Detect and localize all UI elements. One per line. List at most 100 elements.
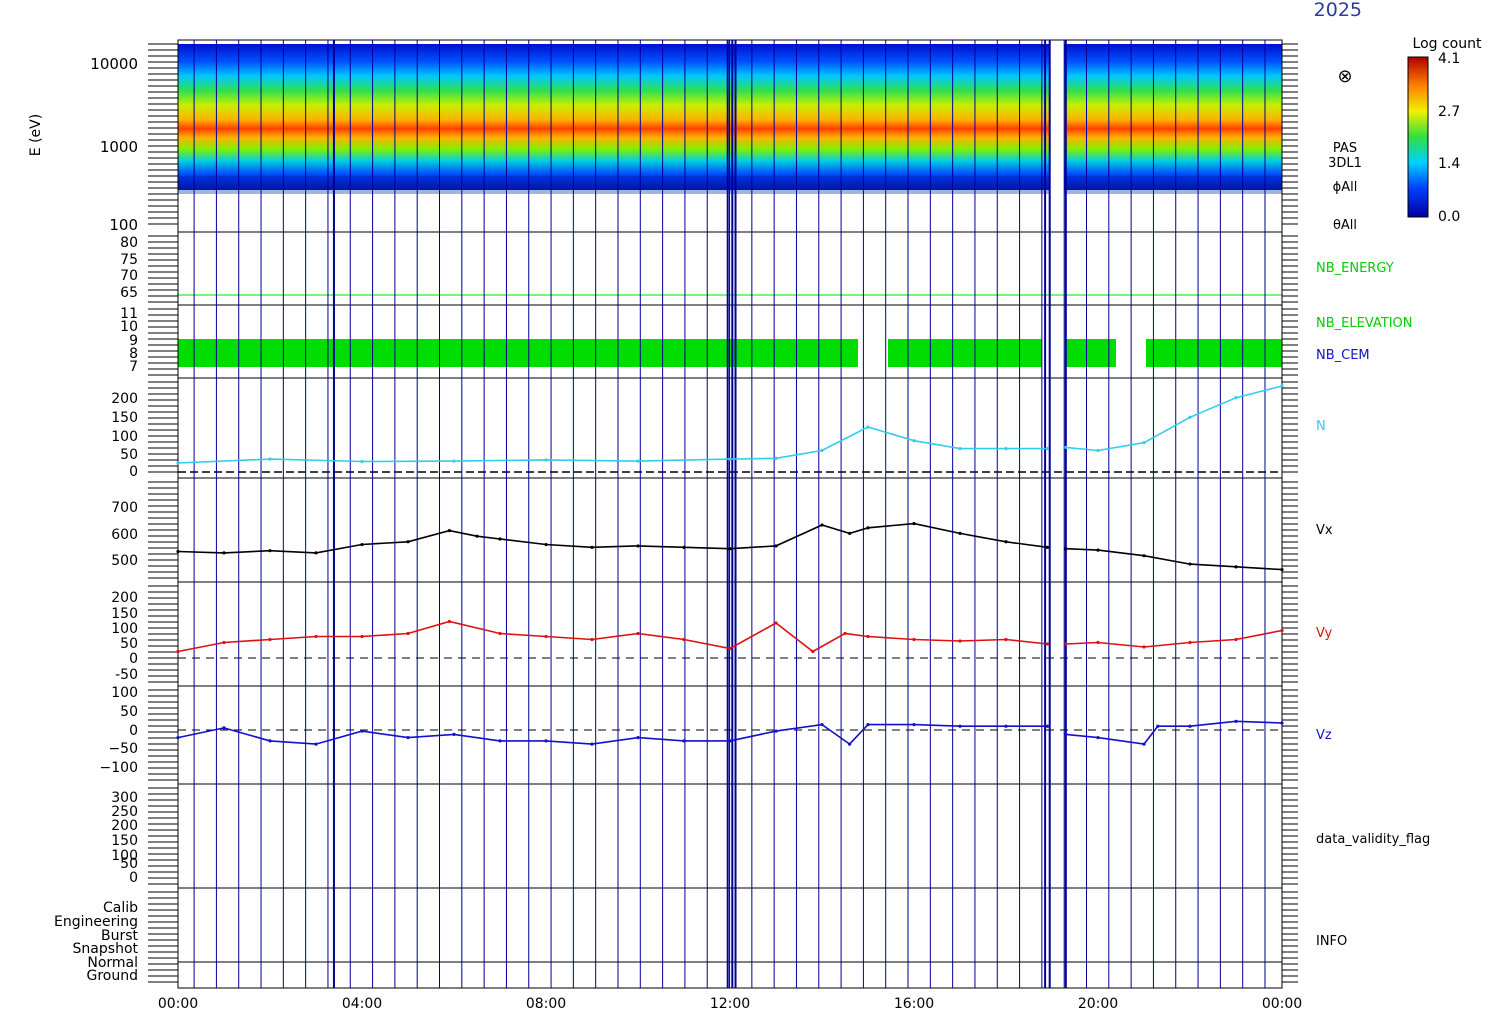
series-layer [176,384,1284,746]
series-point-vz [452,732,456,736]
series-line-n [177,426,1048,464]
colorbar-title: Log count [1413,36,1482,52]
vx-tick-500: 500 [111,553,138,569]
series-point-vz [176,736,180,740]
series-point-vz [1004,724,1008,728]
series-point-n [544,458,548,462]
series-line-vy [1065,629,1283,648]
vz-tick-m50: −50 [108,741,138,757]
series-point-vz [1142,742,1146,746]
series-point-vy [636,631,640,636]
colorbar-scale [1407,56,1429,218]
series-point-n [636,459,640,463]
series-point-vy [176,649,180,654]
series-point-vz [1064,732,1068,736]
series-point-vz [314,742,318,746]
spectrogram-tick-10000: 10000 [90,55,138,73]
series-point-vx [360,542,364,547]
series-point-vx [1188,562,1192,566]
info-tick-calib: Calib [103,900,138,916]
series-point-vy [406,631,410,636]
series-point-vx [590,545,594,549]
series-point-vx [406,540,410,544]
series-point-vx [636,544,640,548]
density-tick-100: 100 [111,429,138,445]
validity-tick-50: 50 [120,856,138,872]
density-tick-200: 200 [111,391,138,407]
nb-band-2 [888,339,1042,367]
vz-label: Vz [1316,728,1332,743]
vz-tick-m100: −100 [100,760,138,776]
series-point-vx [1234,565,1238,569]
nb-energy-tick-70: 70 [120,268,138,284]
series-point-n [1280,384,1284,388]
series-point-n [1064,445,1068,449]
info-tick-burst: Burst [101,928,139,944]
validity-label: data_validity_flag [1316,832,1430,847]
series-line-vz [1065,720,1283,745]
nb-elev-tick-11: 11 [120,306,138,322]
info-tick-engineering: Engineering [54,914,138,930]
colorbar: Log count 4.1 2.7 1.4 0.0 [1407,36,1482,225]
validity-panel: 300 250 200 150 100 50 0 data_validity_f… [111,790,1430,886]
series-point-vy [314,634,318,639]
spectrogram-label-3dl1: 3DL1 [1328,156,1362,171]
series-point-vz [912,722,916,727]
vy-tick-50: 50 [120,636,138,652]
series-point-vz [820,722,824,727]
series-line-vx [1065,547,1283,571]
vy-tick-0: 0 [129,651,138,667]
vx-tick-600: 600 [111,527,138,543]
colorbar-tick-2: 1.4 [1438,156,1460,172]
nb-band-3 [1066,339,1116,367]
nb-energy-tick-75: 75 [120,252,138,268]
validity-tick-150: 150 [111,833,138,849]
series-point-vx [912,522,916,526]
series-point-vz [1280,721,1284,725]
vy-tick-m50: -50 [115,667,138,683]
series-point-vy [843,631,847,636]
vy-tick-100: 100 [111,621,138,637]
series-point-vx [222,551,226,555]
series-point-n [774,456,778,460]
series-point-vz [1045,724,1049,728]
series-point-vz [866,722,870,727]
nb-elev-tick-8: 8 [129,346,138,362]
series-point-vx [820,523,824,527]
series-line-vz [177,723,1048,746]
vy-panel: 200 150 100 50 0 -50 Vy [111,590,1332,683]
series-point-vz [774,729,778,733]
series-point-vz [682,739,686,743]
spectrogram-gap [1050,38,1064,196]
series-point-vy [544,634,548,639]
spectrogram-ylabel: E (eV) [28,114,44,156]
series-point-vz [728,739,732,743]
spectrogram-label-pas: PAS [1333,141,1357,156]
series-point-n [958,446,962,451]
series-point-vy [590,637,594,642]
series-point-vx [1064,547,1068,551]
series-point-n [360,459,364,464]
density-tick-150: 150 [111,410,138,426]
series-point-vx [498,537,502,541]
series-point-n [728,457,732,461]
series-point-vx [682,545,686,549]
series-point-n [1234,396,1238,400]
spectrogram-symbol: ⊗ [1337,66,1352,87]
series-point-vy [1064,642,1068,646]
event-markers [193,40,1266,988]
nb-elev-tick-9: 9 [129,333,138,349]
series-point-vz [636,736,640,740]
validity-tick-300: 300 [111,790,138,806]
x-tick-1: 04:00 [342,996,382,1012]
spectrogram-tick-1000: 1000 [100,138,138,156]
colorbar-tick-0: 4.1 [1438,51,1460,67]
density-panel: 200 150 100 50 0 N [111,391,1325,480]
series-point-vy [268,637,272,642]
series-point-vz [958,724,962,728]
series-point-vx [268,549,272,553]
series-point-vy [1004,637,1008,642]
nb-elev-tick-7: 7 [129,359,138,375]
series-point-vy [222,640,226,645]
